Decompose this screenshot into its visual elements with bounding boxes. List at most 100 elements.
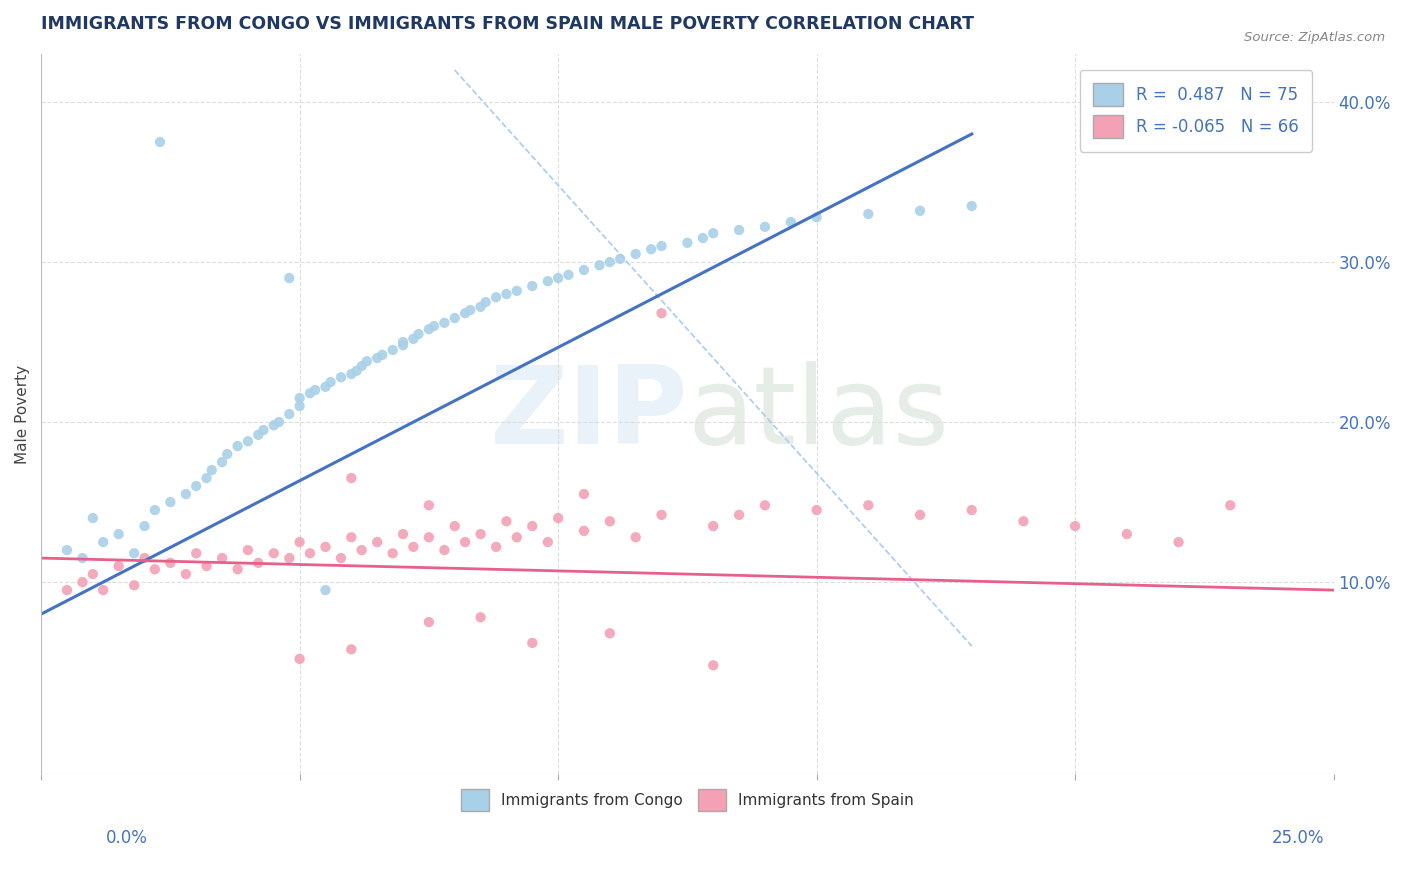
Point (226, 439, 249, 453)
Point (728, 223, 751, 237)
Point (211, 551, 233, 566)
Point (470, 610, 492, 624)
Point (392, 527, 415, 541)
Point (651, 239, 673, 253)
Point (122, 578, 145, 592)
Point (779, 215, 801, 229)
Point (702, 519, 724, 533)
Point (495, 514, 517, 528)
Point (470, 527, 492, 541)
Point (149, 135, 172, 149)
Text: atlas: atlas (688, 361, 949, 467)
Point (572, 487, 595, 501)
Point (1115, 527, 1137, 541)
Point (356, 354, 378, 368)
Point (557, 268, 579, 282)
Point (692, 231, 714, 245)
Point (381, 343, 404, 357)
Point (82, 567, 104, 582)
Point (340, 530, 363, 544)
Point (858, 207, 880, 221)
Point (1167, 535, 1189, 549)
Point (91, 583, 114, 598)
Text: 0.0%: 0.0% (105, 829, 148, 847)
Point (522, 519, 544, 533)
Point (506, 284, 529, 298)
Point (1012, 514, 1035, 528)
Point (392, 334, 415, 349)
Point (107, 527, 129, 541)
Point (572, 263, 595, 277)
Point (418, 322, 440, 336)
Point (806, 503, 828, 517)
Point (423, 319, 446, 334)
Point (599, 626, 621, 640)
Point (599, 514, 621, 528)
Point (288, 535, 311, 549)
Point (754, 498, 776, 512)
Point (402, 332, 425, 346)
Point (278, 271, 301, 285)
Point (267, 415, 290, 429)
Point (418, 498, 440, 512)
Point (304, 383, 326, 397)
Point (381, 546, 404, 560)
Point (186, 546, 208, 560)
Text: 25.0%: 25.0% (1272, 829, 1324, 847)
Point (858, 498, 880, 512)
Point (236, 543, 259, 558)
Point (506, 530, 529, 544)
Point (474, 295, 496, 310)
Point (547, 511, 569, 525)
Point (1219, 498, 1241, 512)
Point (443, 519, 465, 533)
Point (624, 530, 647, 544)
Point (624, 247, 647, 261)
Point (599, 255, 621, 269)
Point (288, 391, 311, 405)
Point (247, 428, 270, 442)
Point (547, 271, 569, 285)
Point (485, 290, 508, 304)
Point (371, 348, 394, 362)
Point (960, 503, 983, 517)
Point (454, 306, 477, 320)
Point (522, 279, 544, 293)
Point (537, 535, 560, 549)
Point (537, 274, 560, 288)
Point (107, 559, 129, 574)
Point (443, 311, 465, 326)
Point (314, 540, 336, 554)
Point (350, 543, 373, 558)
Text: Source: ZipAtlas.com: Source: ZipAtlas.com (1244, 31, 1385, 45)
Point (143, 503, 166, 517)
Point (217, 447, 239, 461)
Point (392, 338, 415, 352)
Point (651, 306, 673, 320)
Point (640, 242, 662, 256)
Point (346, 364, 368, 378)
Point (470, 300, 492, 314)
Point (174, 567, 197, 582)
Point (330, 370, 353, 384)
Point (908, 508, 931, 522)
Point (319, 375, 342, 389)
Point (350, 359, 373, 373)
Point (252, 423, 274, 437)
Point (122, 546, 145, 560)
Point (159, 495, 181, 509)
Point (485, 540, 508, 554)
Point (366, 535, 388, 549)
Point (408, 326, 430, 341)
Point (366, 351, 388, 365)
Point (288, 652, 311, 666)
Point (263, 546, 285, 560)
Point (806, 211, 828, 225)
Point (702, 226, 724, 240)
Point (211, 455, 233, 469)
Point (236, 434, 259, 449)
Point (728, 508, 751, 522)
Text: IMMIGRANTS FROM CONGO VS IMMIGRANTS FROM SPAIN MALE POVERTY CORRELATION CHART: IMMIGRANTS FROM CONGO VS IMMIGRANTS FROM… (41, 15, 974, 33)
Point (72, 551, 94, 566)
Point (495, 287, 517, 301)
